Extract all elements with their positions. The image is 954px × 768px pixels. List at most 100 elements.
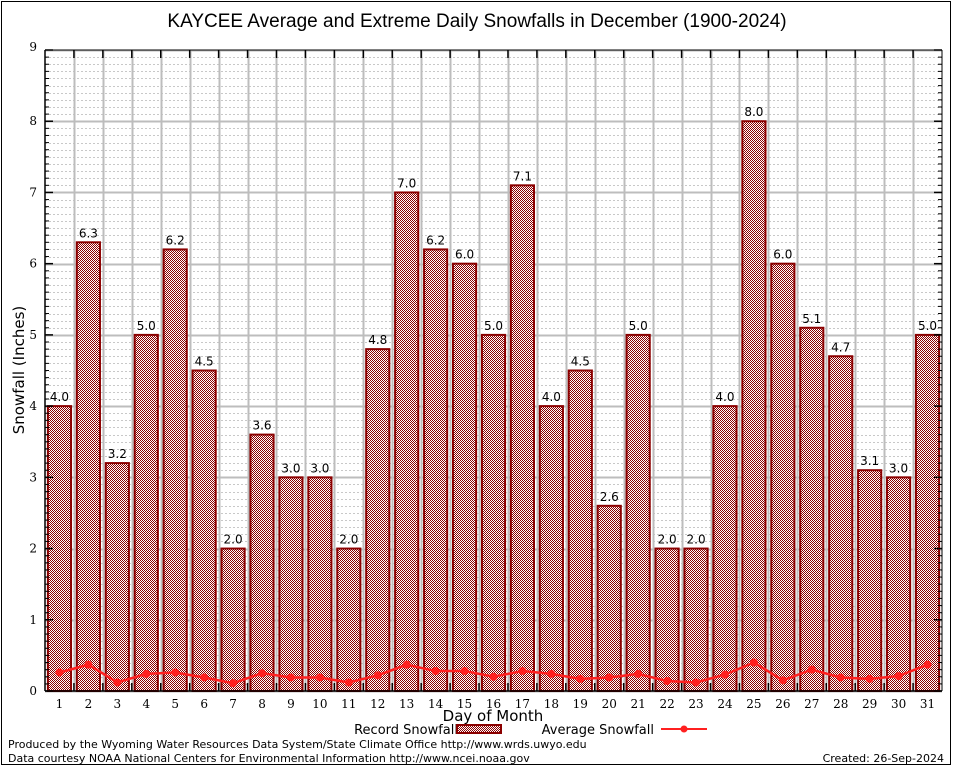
x-tick-label: 15 — [457, 697, 472, 711]
average-point-day-6 — [200, 673, 209, 682]
bar-label: 3.6 — [252, 419, 271, 433]
bar-day-25 — [741, 120, 767, 692]
bar-day-30 — [886, 476, 912, 693]
y-tick-label: 2 — [29, 542, 37, 556]
bar-day-17 — [509, 184, 536, 692]
x-tick-label: 10 — [312, 697, 327, 711]
bar-label: 6.2 — [426, 233, 445, 247]
average-point-day-29 — [865, 674, 874, 683]
x-tick-label: 28 — [833, 697, 848, 711]
bar-label: 3.2 — [108, 447, 127, 461]
bar-day-21 — [625, 333, 651, 692]
bar-day-2 — [75, 241, 101, 693]
bar-label: 2.0 — [224, 533, 243, 547]
average-point-day-21 — [634, 669, 643, 678]
average-point-day-24 — [720, 670, 729, 679]
x-tick-label: 31 — [920, 697, 935, 711]
y-tick-label: 7 — [29, 185, 37, 199]
y-tick-label: 3 — [29, 470, 37, 484]
bar-day-16 — [480, 333, 507, 692]
y-tick-label: 9 — [29, 40, 37, 54]
bar-day-19 — [567, 369, 593, 692]
average-point-day-15 — [460, 667, 469, 676]
y-tick-label: 4 — [29, 399, 37, 413]
bar-label: 4.5 — [195, 355, 214, 369]
bar-day-29 — [857, 469, 883, 693]
legend: Record Snowfall Average Snowfall — [354, 723, 707, 738]
x-tick-label: 18 — [544, 697, 559, 711]
bar-label: 5.1 — [802, 312, 821, 326]
bar-day-15 — [451, 262, 478, 692]
bar-label: 6.2 — [166, 233, 185, 247]
x-tick-label: 12 — [370, 697, 385, 711]
x-tick-label: 1 — [56, 697, 64, 711]
average-point-day-16 — [489, 672, 498, 681]
average-point-day-23 — [692, 678, 701, 687]
x-tick-label: 13 — [399, 697, 414, 711]
bars: 4.0 6.3 3.2 5.0 6.2 4.5 2.0 3.6 3.0 3.0 2.0 4.8 7.0 6… — [46, 105, 941, 693]
bar-day-10 — [307, 476, 333, 693]
average-point-day-4 — [142, 669, 151, 678]
x-tick-label: 24 — [717, 697, 733, 711]
x-tick-label: 29 — [862, 697, 877, 711]
x-tick-label: 23 — [688, 697, 703, 711]
average-point-day-25 — [749, 658, 758, 667]
bar-label: 2.0 — [687, 533, 706, 547]
bar-day-6 — [191, 369, 217, 692]
average-point-day-5 — [171, 668, 180, 677]
y-tick-label: 8 — [29, 114, 37, 128]
x-tick-label: 17 — [515, 697, 530, 711]
x-tick-label: 6 — [200, 697, 208, 711]
x-tick-label: 21 — [631, 697, 646, 711]
x-tick-label: 20 — [602, 697, 617, 711]
average-point-day-22 — [663, 677, 672, 686]
average-point-day-8 — [258, 669, 267, 678]
y-tick-label: 0 — [29, 684, 37, 698]
y-tick-label: 1 — [29, 613, 37, 627]
average-point-day-1 — [55, 668, 64, 677]
bar-day-8 — [249, 433, 275, 692]
bar-label: 4.0 — [542, 390, 561, 404]
bar-day-9 — [278, 476, 304, 693]
bar-day-7 — [220, 547, 246, 692]
bar-label: 5.0 — [918, 319, 937, 333]
bar-label: 4.5 — [571, 355, 590, 369]
x-tick-label: 11 — [341, 697, 356, 711]
bar-label: 3.0 — [281, 461, 300, 475]
x-tick-label: 27 — [804, 697, 819, 711]
bar-label: 7.1 — [513, 169, 532, 183]
bar-label: 6.0 — [455, 248, 474, 262]
bar-day-13 — [394, 191, 420, 692]
x-tick-label: 25 — [746, 697, 761, 711]
bar-label: 4.0 — [715, 390, 734, 404]
x-tick-label: 16 — [486, 697, 501, 711]
bar-label: 6.0 — [773, 248, 792, 262]
x-tick-label: 3 — [114, 697, 122, 711]
legend-record-label: Record Snowfall — [354, 723, 458, 738]
bar-day-24 — [712, 405, 738, 692]
legend-average-label: Average Snowfall — [542, 723, 654, 738]
average-point-day-30 — [894, 672, 903, 681]
average-point-day-28 — [836, 673, 845, 682]
bar-day-20 — [596, 504, 622, 693]
footer-data-courtesy: Data courtesy NOAA National Centers for … — [8, 752, 530, 765]
x-tick-label: 22 — [659, 697, 674, 711]
bar-day-18 — [538, 405, 564, 692]
bar-label: 3.1 — [860, 454, 879, 468]
bar-label: 5.0 — [137, 319, 156, 333]
y-tick-label: 5 — [29, 328, 37, 342]
x-tick-label: 5 — [171, 697, 179, 711]
bar-label: 4.8 — [368, 333, 387, 347]
average-point-day-14 — [431, 667, 440, 676]
average-point-day-11 — [344, 678, 353, 687]
bar-label: 3.0 — [310, 461, 329, 475]
x-tick-label: 30 — [891, 697, 906, 711]
bar-day-12 — [365, 348, 391, 692]
x-tick-label: 9 — [287, 697, 295, 711]
bar-label: 3.0 — [889, 461, 908, 475]
average-point-day-13 — [402, 660, 411, 669]
bar-label: 2.6 — [600, 490, 619, 504]
